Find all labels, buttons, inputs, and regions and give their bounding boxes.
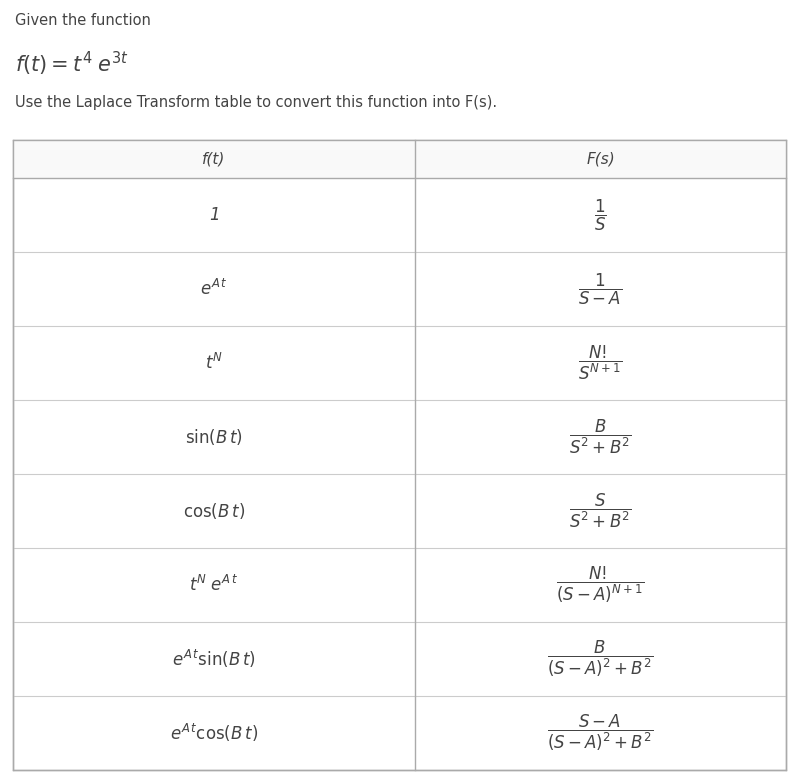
Text: $\cos(B\,t)$: $\cos(B\,t)$ bbox=[183, 501, 245, 521]
Text: $\dfrac{N!}{S^{N+1}}$: $\dfrac{N!}{S^{N+1}}$ bbox=[578, 344, 623, 382]
Text: Given the function: Given the function bbox=[15, 13, 151, 28]
Text: $e^{A\,t}$: $e^{A\,t}$ bbox=[200, 279, 228, 299]
Text: $\dfrac{S}{S^2 + B^2}$: $\dfrac{S}{S^2 + B^2}$ bbox=[569, 492, 632, 530]
Text: $\dfrac{S - A}{(S - A)^2 + B^2}$: $\dfrac{S - A}{(S - A)^2 + B^2}$ bbox=[547, 713, 654, 753]
Text: $\sin(B\,t)$: $\sin(B\,t)$ bbox=[185, 427, 243, 447]
Text: $\dfrac{1}{S}$: $\dfrac{1}{S}$ bbox=[594, 198, 606, 232]
Text: Use the Laplace Transform table to convert this function into F(s).: Use the Laplace Transform table to conve… bbox=[15, 95, 497, 110]
Text: $\dfrac{1}{S - A}$: $\dfrac{1}{S - A}$ bbox=[578, 271, 622, 307]
Text: $e^{A\,t}\sin(B\,t)$: $e^{A\,t}\sin(B\,t)$ bbox=[172, 648, 256, 670]
Bar bbox=[13, 140, 786, 178]
Text: $t^{N}\;e^{A\,t}$: $t^{N}\;e^{A\,t}$ bbox=[189, 575, 239, 595]
Text: $f(t) = t^4 \; e^{3t}$: $f(t) = t^4 \; e^{3t}$ bbox=[15, 50, 129, 78]
Text: F(s): F(s) bbox=[586, 151, 615, 167]
Text: $\dfrac{B}{(S - A)^2 + B^2}$: $\dfrac{B}{(S - A)^2 + B^2}$ bbox=[547, 639, 654, 679]
Bar bbox=[13, 140, 786, 770]
Text: $e^{A\,t}\cos(B\,t)$: $e^{A\,t}\cos(B\,t)$ bbox=[170, 722, 258, 744]
Text: 1: 1 bbox=[209, 206, 219, 224]
Text: f(t): f(t) bbox=[202, 151, 225, 167]
Text: $t^{N}$: $t^{N}$ bbox=[205, 353, 223, 373]
Text: $\dfrac{N!}{(S - A)^{N+1}}$: $\dfrac{N!}{(S - A)^{N+1}}$ bbox=[556, 565, 645, 605]
Text: $\dfrac{B}{S^2 + B^2}$: $\dfrac{B}{S^2 + B^2}$ bbox=[569, 418, 632, 456]
